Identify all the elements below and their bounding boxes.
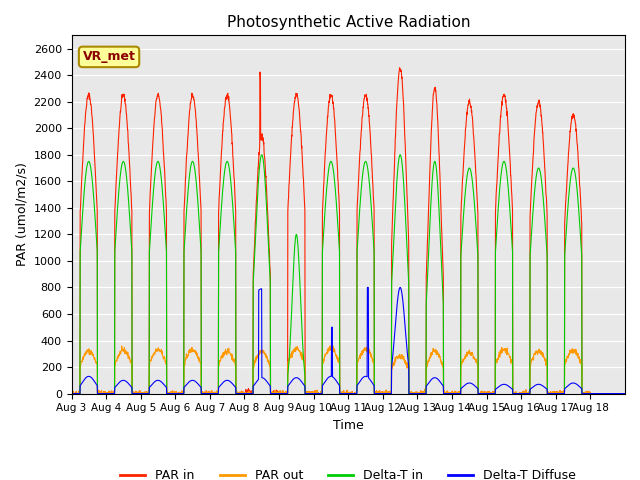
Delta-T Diffuse — [123, 379, 131, 385]
Delta-T Diffuse — [614, 391, 621, 396]
Delta-T Diffuse — [621, 391, 629, 396]
PAR out — [68, 390, 76, 396]
Delta-T in — [621, 391, 629, 396]
PAR in — [68, 390, 76, 396]
PAR in — [396, 65, 403, 71]
Delta-T in — [614, 391, 621, 396]
Delta-T Diffuse — [547, 391, 554, 396]
Line: PAR in: PAR in — [72, 68, 625, 394]
Delta-T Diffuse — [68, 391, 76, 396]
PAR out — [326, 343, 333, 349]
PAR in — [614, 391, 621, 396]
PAR in — [243, 391, 250, 396]
Delta-T Diffuse — [382, 391, 390, 396]
PAR in — [621, 391, 629, 396]
Line: Delta-T in: Delta-T in — [72, 155, 625, 394]
Delta-T Diffuse — [515, 391, 523, 396]
Legend: PAR in, PAR out, Delta-T in, Delta-T Diffuse: PAR in, PAR out, Delta-T in, Delta-T Dif… — [115, 464, 581, 480]
PAR in — [68, 391, 76, 396]
PAR out — [621, 391, 629, 396]
PAR in — [547, 389, 554, 395]
Delta-T Diffuse — [243, 391, 250, 396]
Text: VR_met: VR_met — [83, 50, 136, 63]
Delta-T in — [243, 391, 250, 396]
PAR in — [515, 391, 523, 396]
PAR out — [68, 391, 76, 396]
Delta-T in — [547, 391, 554, 396]
Title: Photosynthetic Active Radiation: Photosynthetic Active Radiation — [227, 15, 470, 30]
PAR out — [547, 389, 554, 395]
Delta-T Diffuse — [364, 285, 371, 290]
Delta-T in — [382, 391, 390, 396]
Delta-T in — [123, 177, 131, 182]
Line: PAR out: PAR out — [72, 346, 625, 394]
PAR out — [382, 390, 390, 396]
X-axis label: Time: Time — [333, 419, 364, 432]
Delta-T in — [515, 391, 523, 396]
Delta-T in — [258, 152, 266, 157]
PAR out — [515, 391, 523, 396]
PAR out — [243, 391, 250, 396]
PAR in — [124, 119, 131, 124]
PAR in — [382, 388, 390, 394]
Y-axis label: PAR (umol/m2/s): PAR (umol/m2/s) — [15, 163, 28, 266]
PAR out — [124, 350, 131, 356]
PAR out — [614, 391, 621, 396]
Line: Delta-T Diffuse: Delta-T Diffuse — [72, 288, 625, 394]
Delta-T in — [68, 391, 76, 396]
